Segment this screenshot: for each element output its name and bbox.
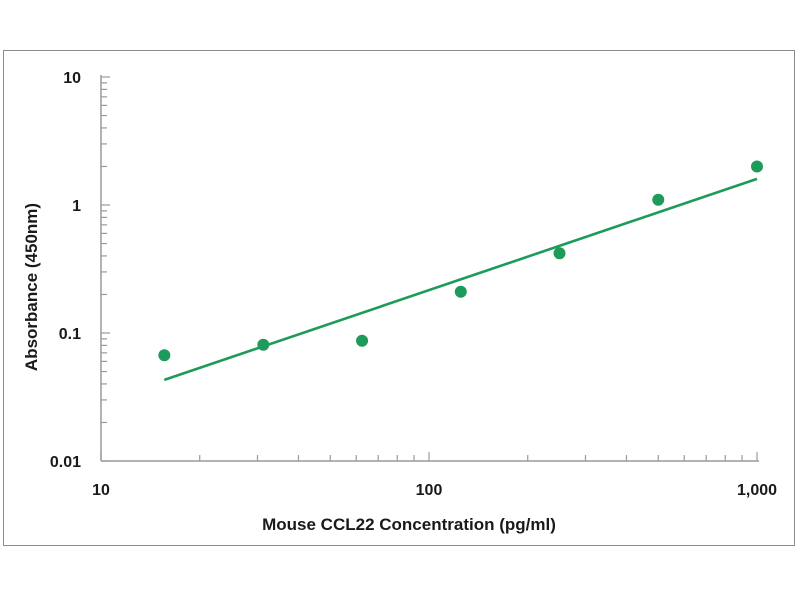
data-point <box>257 338 270 351</box>
y-tick-label: 0.1 <box>59 326 81 343</box>
data-point <box>553 247 566 260</box>
axes <box>100 75 759 462</box>
data-point <box>454 285 467 298</box>
y-tick-label: 1 <box>72 198 81 215</box>
data-point <box>652 193 665 206</box>
x-tick-label: 10 <box>92 482 110 499</box>
marks <box>158 160 763 382</box>
data-point <box>356 334 369 347</box>
x-tick-label: 100 <box>416 482 443 499</box>
x-tick-label: 1,000 <box>737 482 777 499</box>
x-axis-title: Mouse CCL22 Concentration (pg/ml) <box>262 515 556 534</box>
y-tick-label: 0.01 <box>50 454 81 471</box>
chart-frame <box>3 50 795 546</box>
ticks: 10 100 1,000 10 1 0.1 0.01 <box>50 70 777 499</box>
fit-line <box>163 177 758 382</box>
data-point <box>158 349 171 362</box>
y-axis-title: Absorbance (450nm) <box>22 203 41 371</box>
y-tick-label: 10 <box>63 70 81 87</box>
data-point <box>751 160 763 173</box>
